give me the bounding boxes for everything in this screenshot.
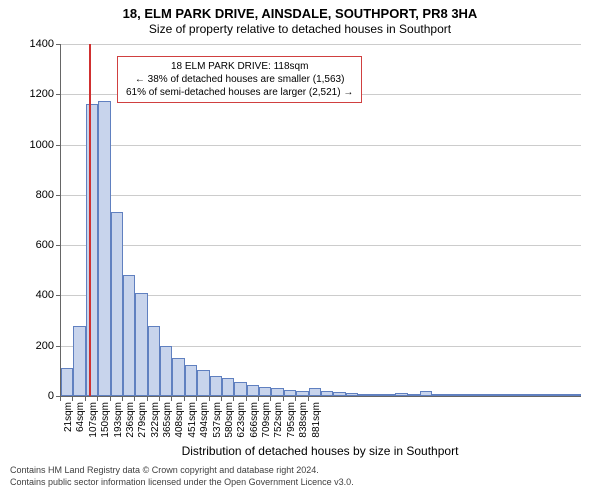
x-tick-label: 279sqm — [137, 402, 148, 438]
histogram-bar — [457, 394, 469, 396]
x-axis-label: Distribution of detached houses by size … — [60, 444, 580, 458]
y-tick-label: 0 — [14, 390, 54, 402]
histogram-bar — [420, 391, 432, 396]
y-tick-label: 1000 — [14, 139, 54, 151]
annotation-box: 18 ELM PARK DRIVE: 118sqm← 38% of detach… — [117, 56, 362, 103]
plot-region: 18 ELM PARK DRIVE: 118sqm← 38% of detach… — [60, 44, 581, 397]
histogram-bar — [333, 392, 345, 396]
grid-line — [61, 195, 581, 196]
histogram-bar — [234, 382, 246, 396]
histogram-bar — [123, 275, 135, 396]
x-tick-label: 64sqm — [75, 402, 86, 432]
x-tick-label: 494sqm — [199, 402, 210, 438]
x-tick-label: 21sqm — [63, 402, 74, 432]
histogram-bar — [544, 394, 556, 397]
histogram-bar — [470, 394, 482, 396]
histogram-bar — [395, 393, 407, 396]
histogram-bar — [197, 370, 209, 396]
footer-line1: Contains HM Land Registry data © Crown c… — [10, 465, 590, 477]
histogram-bar — [222, 378, 234, 396]
x-tick-label: 193sqm — [113, 402, 124, 438]
annotation-line: 61% of semi-detached houses are larger (… — [126, 86, 353, 99]
histogram-bar — [321, 391, 333, 396]
histogram-bar — [296, 391, 308, 396]
histogram-bar — [98, 101, 110, 396]
histogram-bar — [86, 104, 98, 396]
histogram-bar — [507, 394, 519, 396]
histogram-bar — [247, 385, 259, 396]
histogram-bar — [408, 394, 420, 396]
histogram-bar — [494, 394, 506, 396]
histogram-bar — [445, 394, 457, 396]
y-tick-label: 400 — [14, 289, 54, 301]
histogram-bar — [309, 388, 321, 396]
histogram-bar — [135, 293, 147, 396]
histogram-bar — [358, 394, 370, 397]
annotation-line: 18 ELM PARK DRIVE: 118sqm — [126, 60, 353, 73]
histogram-bar — [569, 394, 581, 396]
histogram-bar — [148, 326, 160, 396]
x-tick-label: 881sqm — [311, 402, 322, 438]
histogram-bar — [73, 326, 85, 396]
grid-line — [61, 245, 581, 246]
y-tick-label: 1200 — [14, 88, 54, 100]
x-tick-label: 666sqm — [249, 402, 260, 438]
chart-title: 18, ELM PARK DRIVE, AINSDALE, SOUTHPORT,… — [0, 0, 600, 21]
histogram-bar — [61, 368, 73, 396]
histogram-bar — [482, 394, 494, 396]
histogram-bar — [160, 346, 172, 396]
histogram-bar — [432, 394, 444, 396]
x-tick-label: 709sqm — [261, 402, 272, 438]
y-tick-label: 600 — [14, 239, 54, 251]
histogram-bar — [519, 394, 531, 396]
x-tick-label: 236sqm — [125, 402, 136, 438]
histogram-bar — [210, 376, 222, 396]
x-tick-label: 107sqm — [88, 402, 99, 438]
chart-area: 18 ELM PARK DRIVE: 118sqm← 38% of detach… — [60, 44, 580, 396]
histogram-bar — [383, 394, 395, 396]
histogram-bar — [284, 390, 296, 396]
x-tick-label: 580sqm — [224, 402, 235, 438]
chart-subtitle: Size of property relative to detached ho… — [0, 21, 600, 36]
histogram-bar — [185, 365, 197, 396]
y-tick-label: 800 — [14, 189, 54, 201]
histogram-bar — [556, 394, 568, 396]
histogram-bar — [371, 394, 383, 396]
footer-line2: Contains public sector information licen… — [10, 477, 590, 489]
chart-container: 18, ELM PARK DRIVE, AINSDALE, SOUTHPORT,… — [0, 0, 600, 500]
x-tick-label: 838sqm — [298, 402, 309, 438]
y-tick-label: 1400 — [14, 38, 54, 50]
grid-line — [61, 145, 581, 146]
histogram-bar — [346, 393, 358, 396]
histogram-bar — [259, 387, 271, 396]
property-marker-line — [89, 44, 91, 396]
y-tick-label: 200 — [14, 340, 54, 352]
histogram-bar — [111, 212, 123, 396]
annotation-line: ← 38% of detached houses are smaller (1,… — [126, 73, 353, 86]
x-tick-label: 150sqm — [100, 402, 111, 438]
x-tick-label: 365sqm — [162, 402, 173, 438]
x-tick-label: 408sqm — [174, 402, 185, 438]
footer-text: Contains HM Land Registry data © Crown c… — [10, 465, 590, 488]
histogram-bar — [531, 394, 543, 396]
histogram-bar — [271, 388, 283, 396]
grid-line — [61, 44, 581, 45]
x-tick-label: 451sqm — [187, 402, 198, 438]
histogram-bar — [172, 358, 184, 396]
x-tick-label: 537sqm — [212, 402, 223, 438]
x-tick-label: 752sqm — [273, 402, 284, 438]
x-tick-label: 623sqm — [236, 402, 247, 438]
x-tick-label: 322sqm — [150, 402, 161, 438]
x-tick-label: 795sqm — [286, 402, 297, 438]
